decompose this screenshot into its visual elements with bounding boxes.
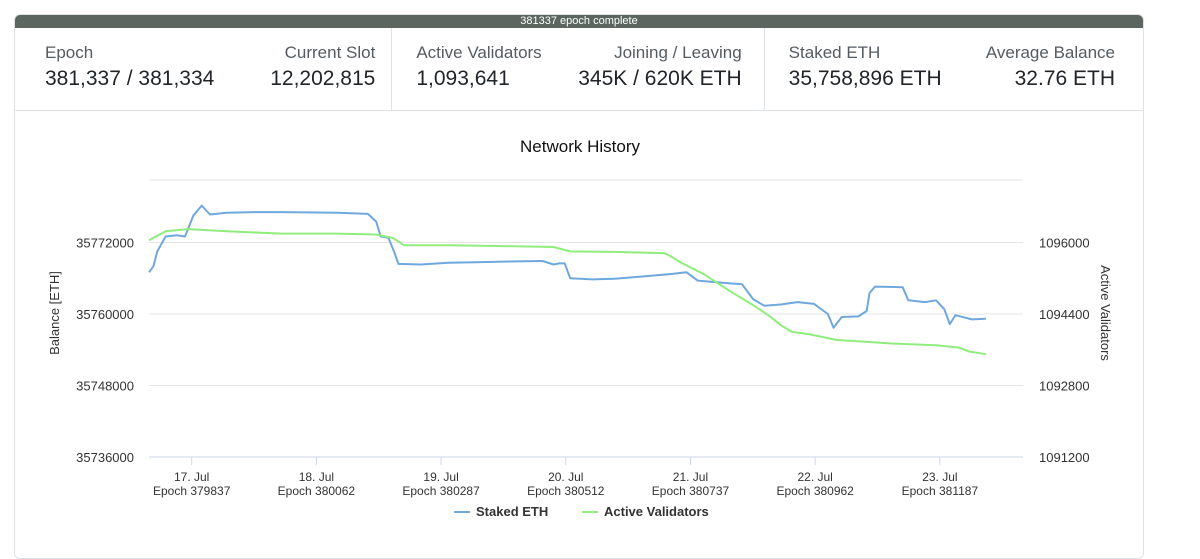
x-axis-tick-day: 18. Jul: [299, 470, 334, 484]
stat-current-slot: Current Slot 12,202,815: [270, 42, 375, 110]
right-axis-tick-label: 1096000: [1039, 236, 1090, 251]
stat-average-balance-value: 32.76 ETH: [1014, 67, 1115, 90]
x-axis-tick-day: 20. Jul: [548, 470, 583, 484]
series-line-staked-eth: [148, 204, 986, 329]
stat-current-slot-value: 12,202,815: [270, 67, 376, 90]
stat-staked-eth-value: 35,758,896 ETH: [788, 67, 942, 90]
left-axis-tick-label: 35748000: [76, 379, 134, 394]
network-history-chart: Network History 35736000 35748000 35760000…: [47, 137, 1113, 519]
network-card: 381337 epoch complete Epoch 381,337 / 38…: [14, 14, 1144, 559]
stat-joining-leaving: Joining / Leaving 345K / 620K ETH: [578, 42, 741, 110]
stat-staked-eth: Staked ETH 35,758,896 ETH: [789, 42, 942, 110]
legend-label: Staked ETH: [476, 504, 548, 519]
stat-active-validators-value: 1,093,641: [416, 67, 510, 90]
left-axis-tick-label: 35760000: [76, 307, 134, 322]
chart-title: Network History: [520, 137, 640, 156]
network-history-chart-area: Network History 35736000 35748000 35760000…: [15, 111, 1143, 558]
stats-group-epoch: Epoch 381,337 / 381,334 Current Slot 12,…: [15, 28, 391, 110]
x-axis-tick-day: 22. Jul: [797, 470, 832, 484]
stat-average-balance: Average Balance 32.76 ETH: [986, 42, 1115, 110]
stat-current-slot-label: Current Slot: [284, 43, 376, 62]
stats-group-validators: Active Validators 1,093,641 Joining / Le…: [391, 28, 763, 110]
stat-active-validators-label: Active Validators: [416, 43, 542, 62]
x-axis-tick-epoch: Epoch 380512: [527, 484, 605, 498]
legend-label: Active Validators: [604, 504, 709, 519]
x-axis-tick-epoch: Epoch 381187: [902, 484, 979, 498]
epoch-complete-banner: 381337 epoch complete: [15, 15, 1143, 28]
series-line-active-validators: [148, 228, 987, 356]
right-axis-tick-label: 1094400: [1039, 307, 1090, 322]
chart-series: [148, 204, 987, 356]
x-axis-tick-day: 19. Jul: [423, 470, 458, 484]
x-axis-tick-epoch: Epoch 380737: [652, 484, 730, 498]
stats-header: Epoch 381,337 / 381,334 Current Slot 12,…: [15, 28, 1143, 111]
legend-item-active-validators[interactable]: Active Validators: [582, 504, 709, 519]
x-axis-tick-epoch: Epoch 380062: [278, 484, 356, 498]
right-axis-tick-label: 1092800: [1039, 379, 1090, 394]
x-axis-tick-epoch: Epoch 379837: [153, 484, 231, 498]
stat-epoch: Epoch 381,337 / 381,334: [45, 42, 214, 110]
stat-average-balance-label: Average Balance: [985, 43, 1115, 62]
x-axis-tick-epoch: Epoch 380962: [776, 484, 854, 498]
x-axis-tick-day: 17. Jul: [174, 470, 209, 484]
chart-legend[interactable]: Staked ETH Active Validators: [454, 504, 709, 519]
left-axis-title: Balance [ETH]: [47, 271, 62, 355]
chart-grid: [149, 179, 1023, 458]
stats-group-balance: Staked ETH 35,758,896 ETH Average Balanc…: [763, 28, 1143, 110]
right-axis: 1091200 1092800 1094400 1096000: [1039, 236, 1090, 466]
stat-epoch-label: Epoch: [45, 43, 94, 62]
stat-joining-leaving-label: Joining / Leaving: [614, 43, 742, 62]
left-axis: 35736000 35748000 35760000 35772000: [76, 236, 134, 466]
stat-joining-leaving-value: 345K / 620K ETH: [578, 67, 742, 90]
left-axis-tick-label: 35736000: [76, 450, 134, 465]
stat-staked-eth-label: Staked ETH: [788, 43, 881, 62]
legend-item-staked-eth[interactable]: Staked ETH: [454, 504, 548, 519]
stat-active-validators: Active Validators 1,093,641: [416, 42, 541, 110]
stat-epoch-value: 381,337 / 381,334: [45, 67, 215, 90]
right-axis-title: Active Validators: [1098, 265, 1113, 361]
x-axis-tick-epoch: Epoch 380287: [402, 484, 480, 498]
x-axis-tick-day: 23. Jul: [922, 470, 957, 484]
x-axis-tick-day: 21. Jul: [673, 470, 708, 484]
right-axis-tick-label: 1091200: [1039, 450, 1090, 465]
left-axis-tick-label: 35772000: [76, 236, 134, 251]
